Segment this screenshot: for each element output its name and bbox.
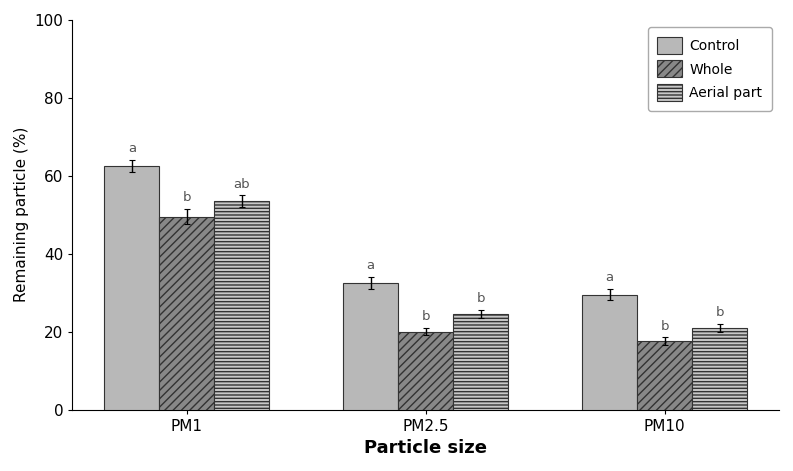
Bar <box>105 166 159 409</box>
Text: b: b <box>421 310 430 323</box>
Text: ab: ab <box>233 178 250 191</box>
Legend: Control, Whole, Aerial part: Control, Whole, Aerial part <box>648 27 772 111</box>
Y-axis label: Remaining particle (%): Remaining particle (%) <box>14 127 29 302</box>
Bar <box>159 217 214 409</box>
Bar <box>637 341 692 409</box>
Text: a: a <box>606 271 614 284</box>
Text: a: a <box>128 143 136 155</box>
Bar <box>692 328 747 409</box>
Bar <box>343 283 398 409</box>
Bar <box>214 201 270 409</box>
Bar <box>582 294 637 409</box>
Text: b: b <box>182 191 191 204</box>
Bar <box>453 314 508 409</box>
Text: b: b <box>715 306 724 319</box>
Text: b: b <box>477 292 485 306</box>
Text: a: a <box>366 260 375 272</box>
X-axis label: Particle size: Particle size <box>364 439 487 457</box>
Text: b: b <box>661 320 668 333</box>
Bar <box>398 332 453 409</box>
